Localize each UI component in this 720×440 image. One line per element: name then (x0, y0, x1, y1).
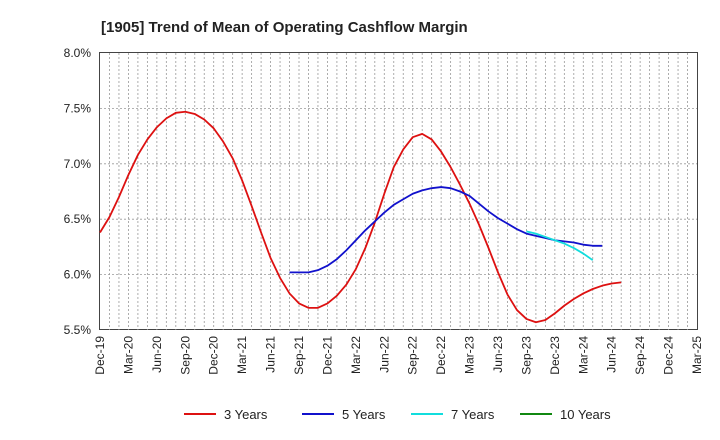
legend-item-7-years: 7 Years (411, 407, 495, 422)
chart-title: [1905] Trend of Mean of Operating Cashfl… (101, 19, 468, 36)
y-tick-label: 6.5% (64, 212, 92, 226)
legend-label: 5 Years (342, 407, 386, 422)
plot-area (99, 52, 698, 330)
legend-item-10-years: 10 Years (520, 407, 611, 422)
series-line-3-years (99, 110, 622, 324)
legend-item-3-years: 3 Years (184, 407, 268, 422)
x-tick-label: Jun-23 (491, 336, 505, 373)
x-tick-label: Mar-25 (690, 336, 704, 374)
x-tick-label: Jun-24 (605, 336, 619, 373)
x-tick-label: Sep-20 (178, 336, 192, 375)
series-lines (99, 110, 622, 324)
x-tick-label: Dec-20 (207, 336, 221, 375)
y-axis: 8.0% 7.5% 7.0% 6.5% 6.0% 5.5% (64, 46, 92, 337)
x-tick-label: Dec-22 (434, 336, 448, 375)
legend-label: 3 Years (224, 407, 268, 422)
x-tick-label: Jun-20 (150, 336, 164, 373)
x-tick-label: Jun-21 (264, 336, 278, 373)
x-axis: Dec-19 Mar-20 Jun-20 Sep-20 Dec-20 Mar-21 Jun-… (93, 336, 704, 375)
x-tick-label: Mar-21 (235, 336, 249, 374)
legend: 3 Years 5 Years 7 Years 10 Years (184, 407, 611, 422)
legend-item-5-years: 5 Years (302, 407, 386, 422)
x-tick-label: Sep-23 (519, 336, 533, 375)
x-tick-label: Mar-24 (576, 336, 590, 374)
x-tick-label: Jun-22 (377, 336, 391, 373)
y-tick-label: 7.0% (64, 157, 92, 171)
grid-lines (100, 53, 697, 330)
x-tick-label: Dec-24 (662, 336, 676, 375)
x-tick-label: Dec-23 (548, 336, 562, 375)
x-tick-label: Sep-24 (633, 336, 647, 375)
legend-label: 10 Years (560, 407, 611, 422)
y-tick-label: 6.0% (64, 268, 92, 282)
x-tick-label: Mar-22 (349, 336, 363, 374)
x-tick-label: Mar-23 (463, 336, 477, 374)
y-tick-label: 5.5% (64, 323, 92, 337)
y-tick-label: 7.5% (64, 101, 92, 115)
x-tick-label: Sep-22 (406, 336, 420, 375)
x-tick-label: Sep-21 (292, 336, 306, 375)
series-line-7-years (526, 230, 594, 261)
plot-frame (99, 52, 698, 330)
legend-label: 7 Years (451, 407, 495, 422)
x-tick-label: Dec-19 (93, 336, 107, 375)
x-tick-label: Mar-20 (121, 336, 135, 374)
y-tick-label: 8.0% (64, 46, 92, 60)
x-tick-label: Dec-21 (320, 336, 334, 375)
